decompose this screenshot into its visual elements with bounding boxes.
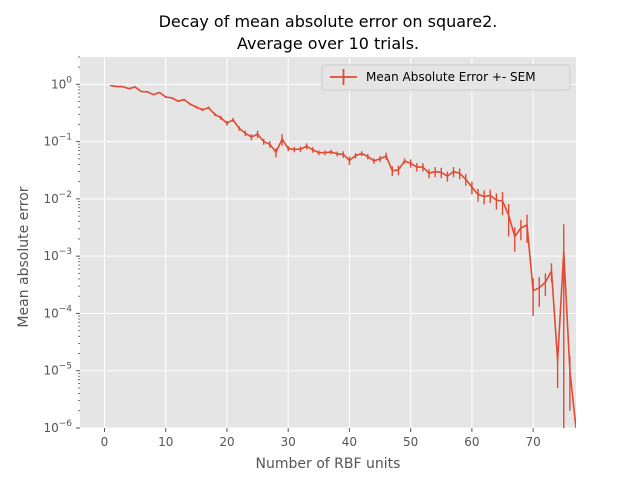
series-line [110, 84, 576, 428]
x-axis-label: Number of RBF units [256, 456, 401, 472]
grid [80, 57, 576, 429]
legend: Mean Absolute Error +- SEM [321, 64, 571, 91]
chart-subtitle: Average over 10 trials. [237, 34, 419, 53]
x-tick-label: 60 [464, 435, 479, 449]
x-tick-label: 70 [525, 435, 540, 449]
y-tick-label: 10−6 [43, 419, 72, 435]
series-group [109, 84, 576, 428]
y-tick-label: 10−1 [43, 133, 72, 149]
axis-ticks: 0 10 20 30 40 50 60 70 100 10−1 10−2 10−3 10−4 10−5 10… [43, 56, 541, 449]
y-tick-label: 10−5 [43, 362, 72, 378]
x-tick-label: 50 [403, 435, 418, 449]
y-tick-label: 10−2 [43, 190, 72, 206]
y-axis-label: Mean absolute error [16, 186, 32, 327]
chart-title: Decay of mean absolute error on square2. [159, 12, 498, 31]
legend-box [321, 64, 571, 91]
legend-entry-label: Mean Absolute Error +- SEM [366, 70, 536, 84]
x-tick-label: 0 [101, 435, 109, 449]
y-tick-label: 100 [51, 75, 72, 91]
x-tick-label: 20 [219, 435, 234, 449]
x-tick-label: 10 [158, 435, 173, 449]
x-tick-label: 30 [281, 435, 296, 449]
series-clip-group [109, 84, 576, 428]
x-tick-label: 40 [342, 435, 357, 449]
y-tick-label: 10−3 [43, 247, 72, 263]
plot-area [80, 57, 576, 428]
y-tick-label: 10−4 [43, 304, 72, 320]
